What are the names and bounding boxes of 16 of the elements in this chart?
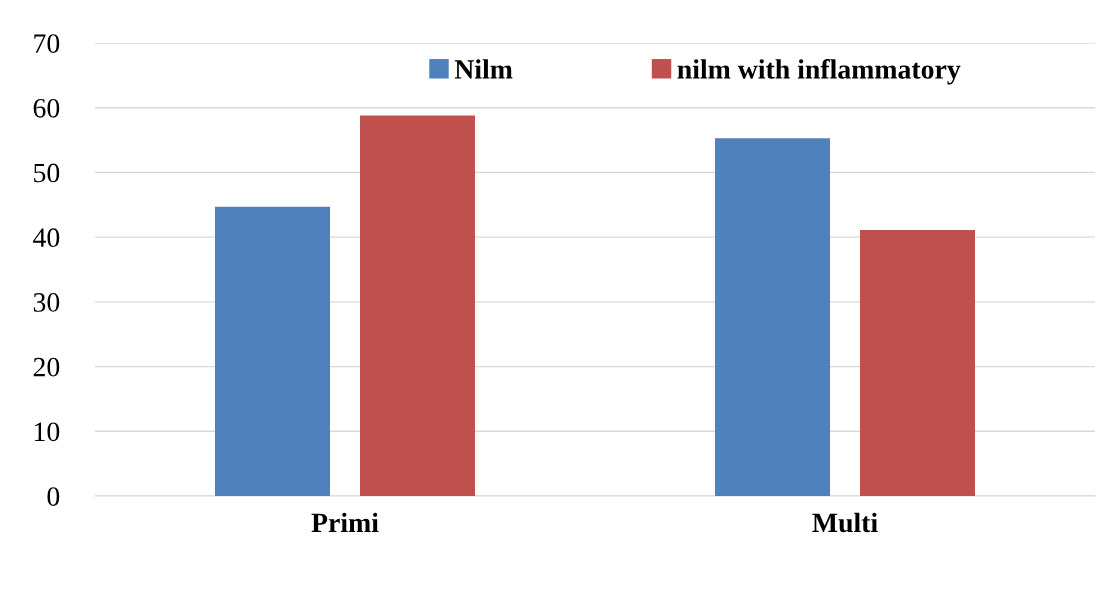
y-tick-label: 40 (33, 228, 60, 248)
y-tick-label: 0 (47, 487, 60, 506)
y-tick-label: 20 (33, 357, 60, 377)
legend-label: nilm with inflammatory (677, 58, 961, 85)
x-tick-label: Primi (311, 512, 379, 532)
y-tick-label: 70 (34, 34, 60, 53)
bar (715, 138, 830, 496)
y-tick-label: 30 (33, 293, 60, 312)
bar (860, 230, 975, 496)
bar (215, 206, 330, 496)
y-tick-label: 60 (33, 98, 60, 118)
bar (360, 115, 475, 496)
legend-label: Nilm (454, 59, 513, 79)
x-tick-label: Multi (812, 512, 878, 533)
y-tick-label: 50 (34, 163, 60, 183)
y-tick-label: 10 (34, 422, 60, 442)
